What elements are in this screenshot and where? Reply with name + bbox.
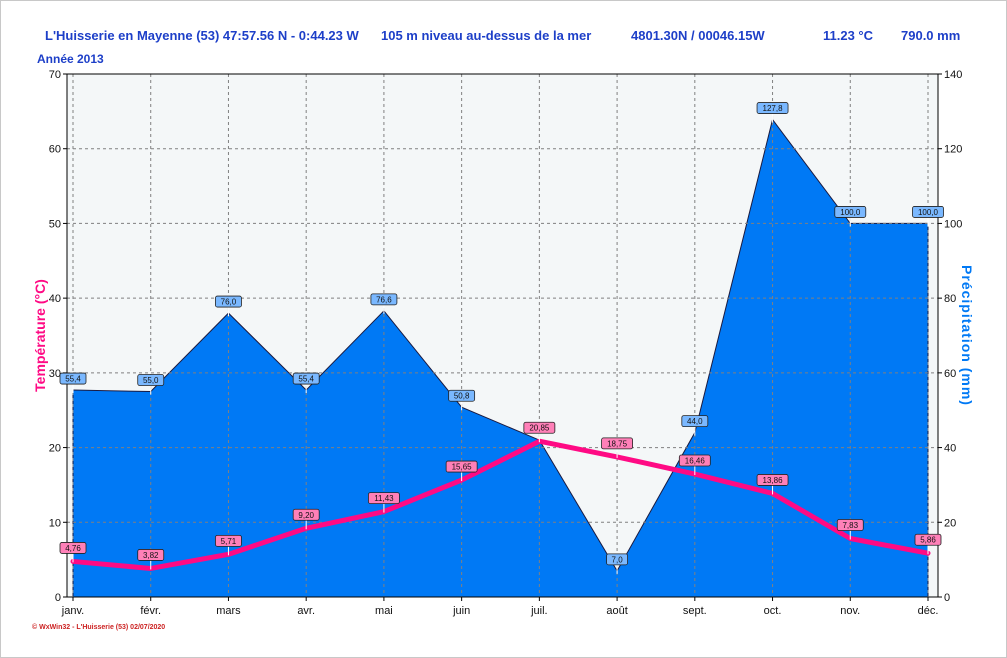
y2-axis-title: Précipitation (mm) [959,265,975,406]
precipitation-label-box [292,372,320,385]
temperature-label: 5,71 [221,537,237,546]
precipitation-label: 100,0 [918,208,939,217]
temperature-label: 4,76 [65,544,81,553]
x-tick-label: juin [452,605,470,617]
precipitation-label: 76,6 [376,295,392,304]
precipitation-label: 55,4 [65,375,81,384]
temperature-label: 20,85 [529,424,550,433]
precipitation-label-box [370,293,398,306]
temperature-label-box [215,534,242,547]
x-tick-label: sept. [683,605,707,617]
temperature-label: 16,46 [685,457,706,466]
plot-border [66,73,939,598]
precipitation-label-box [59,372,87,385]
temperature-label: 5,86 [920,536,936,545]
y-tick-label: 40 [49,293,61,305]
precipitation-label: 100,0 [840,208,861,217]
precipitation-label: 76,0 [221,298,237,307]
year-label: Année 2013 [37,52,104,66]
temperature-label: 15,65 [452,463,473,472]
x-tick-label: mai [375,605,393,617]
temperature-label-box [601,437,633,450]
temperature-label: 18,75 [607,439,628,448]
temperature-label-box [59,542,87,554]
y2-tick-label: 140 [944,69,962,81]
precipitation-label: 55,0 [143,376,159,385]
temperature-label-box [445,460,478,473]
x-tick-label: févr. [140,605,161,617]
y2-tick-label: 60 [944,368,956,380]
y2-tick-label: 20 [944,517,956,529]
temperature-line [70,438,931,571]
temperature-label: 11,43 [374,494,394,503]
temperature-label-box [836,519,864,531]
coordinates-text: 4801.30N / 00046.15W [631,28,765,43]
temperature-label-box [678,454,711,467]
y-tick-label: 60 [49,144,61,156]
precipitation-label-box [834,206,867,218]
y2-tick-label: 120 [944,144,962,156]
y2-tick-label: 0 [944,592,950,604]
y2-tick-label: 40 [944,443,956,455]
y2-tick-label: 100 [944,218,962,230]
temperature-label: 13,86 [763,476,784,485]
y-tick-label: 50 [49,218,61,230]
temperature-label: 7,83 [842,521,858,530]
y-tick-label: 0 [55,592,61,604]
y-axis-title: Température (°C) [32,279,48,392]
precipitation-label-box [912,206,944,218]
temperature-label-box [368,492,400,505]
y-tick-label: 10 [49,517,61,529]
x-tick-label: mars [216,605,241,617]
average-temperature: 11.23 °C [823,28,874,43]
y-tick-label: 20 [49,443,61,455]
precipitation-label: 7,0 [612,555,624,564]
x-tick-label: juil. [530,605,548,617]
x-tick-label: nov. [840,605,860,617]
precipitation-label: 44,0 [687,417,703,426]
precipitation-label: 127,8 [763,104,784,113]
y-tick-label: 70 [49,69,61,81]
precipitation-label-box [448,389,476,402]
x-tick-label: avr. [297,605,315,617]
precipitation-label: 55,4 [298,375,314,384]
temperature-label: 3,82 [143,551,159,560]
footer-credit: © WxWin32 - L'Huisserie (53) 02/07/2020 [32,624,166,631]
precipitation-label-box [756,102,789,114]
total-precipitation: 790.0 mm [901,28,961,43]
x-tick-label: janv. [61,605,84,617]
temperature-label-box [756,474,789,486]
precipitation-label-box [606,553,628,566]
y2-tick-label: 80 [944,293,956,305]
precipitation-label-box [215,295,242,308]
precipitation-label-box [137,374,165,386]
temperature-label-box [137,549,165,561]
x-tick-label: déc. [918,605,939,617]
temperature-label-box [523,421,556,434]
temperature-label-box [292,508,320,521]
y-tick-label: 30 [49,368,61,380]
altitude-text: 105 m niveau au-dessus de la mer [381,28,592,43]
x-tick-label: oct. [764,605,782,617]
precipitation-label-box [681,415,709,428]
temperature-label: 9,20 [298,511,314,520]
precipitation-label: 50,8 [454,392,470,401]
temperature-label-box [914,533,942,546]
x-tick-label: août [606,605,627,617]
station-title: L'Huisserie en Mayenne (53) 47:57.56 N -… [45,28,359,43]
